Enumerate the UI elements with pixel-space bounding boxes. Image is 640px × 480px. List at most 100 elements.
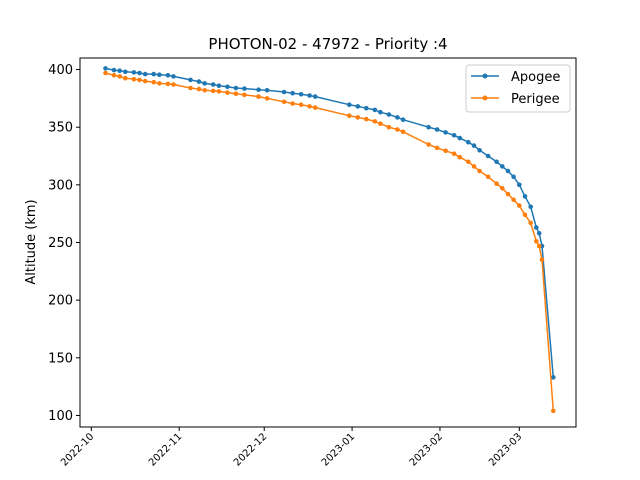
point-perigee-49 (528, 220, 533, 226)
chart-title: PHOTON-02 - 47972 - Priority :4 (208, 35, 447, 53)
point-apogee-14 (210, 82, 216, 87)
y-tick-label-0: 100 (48, 409, 73, 424)
point-perigee-41 (477, 168, 482, 174)
point-apogee-29 (372, 107, 378, 113)
point-perigee-48 (522, 212, 528, 218)
point-apogee-41 (477, 148, 482, 153)
point-apogee-24 (307, 93, 312, 98)
point-perigee-7 (151, 79, 156, 85)
point-apogee-35 (434, 127, 440, 132)
point-perigee-35 (434, 145, 440, 151)
point-apogee-31 (386, 112, 392, 117)
legend-marker-apogee (482, 73, 488, 79)
point-perigee-20 (264, 96, 270, 101)
point-apogee-3 (123, 69, 128, 75)
point-perigee-30 (378, 121, 383, 126)
point-apogee-5 (137, 70, 142, 76)
point-perigee-43 (494, 181, 499, 186)
point-apogee-13 (202, 81, 207, 86)
y-tick-label-2: 200 (48, 294, 73, 309)
x-tick-label-0: 2022-10 (59, 431, 96, 468)
x-tick-label-3: 2023-01 (320, 431, 357, 468)
y-axis-label: Altitude (km) (24, 199, 39, 284)
point-apogee-43 (494, 159, 499, 165)
point-apogee-48 (522, 194, 528, 199)
point-apogee-38 (457, 135, 463, 141)
point-apogee-1 (111, 67, 117, 73)
point-apogee-4 (131, 70, 137, 75)
point-apogee-10 (171, 74, 176, 79)
point-perigee-45 (505, 191, 511, 197)
point-apogee-17 (233, 85, 239, 91)
point-perigee-16 (225, 90, 230, 95)
point-apogee-12 (196, 79, 202, 84)
point-perigee-47 (517, 203, 522, 208)
point-perigee-13 (202, 88, 207, 93)
point-apogee-18 (242, 86, 247, 91)
y-tick-label-1: 150 (48, 351, 73, 366)
point-apogee-2 (117, 68, 122, 73)
point-apogee-25 (312, 94, 318, 99)
point-perigee-28 (364, 116, 369, 122)
y-tick-label-6: 400 (48, 63, 73, 78)
legend-label-apogee: Apogee (511, 70, 560, 85)
point-apogee-37 (451, 133, 457, 138)
point-apogee-16 (225, 84, 230, 90)
point-perigee-37 (451, 151, 457, 156)
point-perigee-2 (117, 74, 122, 79)
point-perigee-31 (386, 124, 392, 130)
point-perigee-0 (103, 70, 108, 76)
point-apogee-15 (216, 83, 222, 88)
point-apogee-53 (551, 375, 556, 380)
point-perigee-22 (290, 101, 295, 106)
point-perigee-44 (500, 186, 505, 191)
point-apogee-0 (103, 66, 108, 71)
x-tick-label-5: 2023-03 (487, 431, 524, 468)
point-apogee-6 (142, 71, 148, 77)
point-perigee-33 (400, 129, 406, 135)
point-perigee-25 (312, 105, 318, 110)
point-apogee-7 (151, 71, 156, 77)
point-apogee-49 (528, 204, 533, 210)
point-perigee-38 (457, 154, 463, 160)
point-perigee-24 (307, 104, 312, 109)
point-perigee-1 (111, 73, 117, 78)
point-apogee-30 (378, 109, 383, 115)
point-apogee-34 (426, 124, 431, 130)
point-apogee-42 (485, 153, 491, 159)
point-apogee-28 (364, 105, 369, 111)
point-apogee-9 (165, 73, 171, 78)
point-perigee-50 (534, 239, 539, 244)
point-perigee-14 (210, 88, 216, 94)
point-perigee-32 (395, 127, 400, 132)
point-perigee-4 (131, 77, 137, 82)
point-perigee-29 (372, 119, 378, 124)
point-apogee-11 (188, 77, 193, 83)
series-line-apogee (105, 67, 555, 378)
point-perigee-51 (536, 243, 542, 249)
point-perigee-27 (355, 115, 361, 120)
y-axis: 100 150 200 250 300 350 400 (48, 63, 80, 424)
point-perigee-53 (551, 408, 556, 414)
point-perigee-9 (165, 81, 171, 87)
point-perigee-6 (142, 78, 148, 84)
point-apogee-32 (395, 115, 400, 120)
point-perigee-12 (196, 86, 202, 92)
point-perigee-36 (443, 148, 448, 154)
point-apogee-20 (264, 88, 270, 93)
point-apogee-44 (500, 164, 505, 169)
point-apogee-51 (536, 231, 542, 236)
x-tick-label-4: 2023-02 (408, 431, 445, 468)
point-perigee-23 (298, 102, 304, 107)
point-apogee-39 (466, 139, 471, 145)
legend-label-perigee: Perigee (511, 92, 560, 107)
point-perigee-26 (347, 113, 352, 118)
point-apogee-47 (517, 182, 522, 188)
point-apogee-50 (534, 225, 539, 230)
legend-marker-perigee (482, 95, 488, 101)
point-perigee-5 (137, 77, 142, 83)
point-apogee-21 (281, 89, 287, 95)
point-apogee-45 (505, 168, 511, 174)
point-perigee-18 (242, 92, 247, 98)
point-perigee-19 (256, 94, 261, 99)
